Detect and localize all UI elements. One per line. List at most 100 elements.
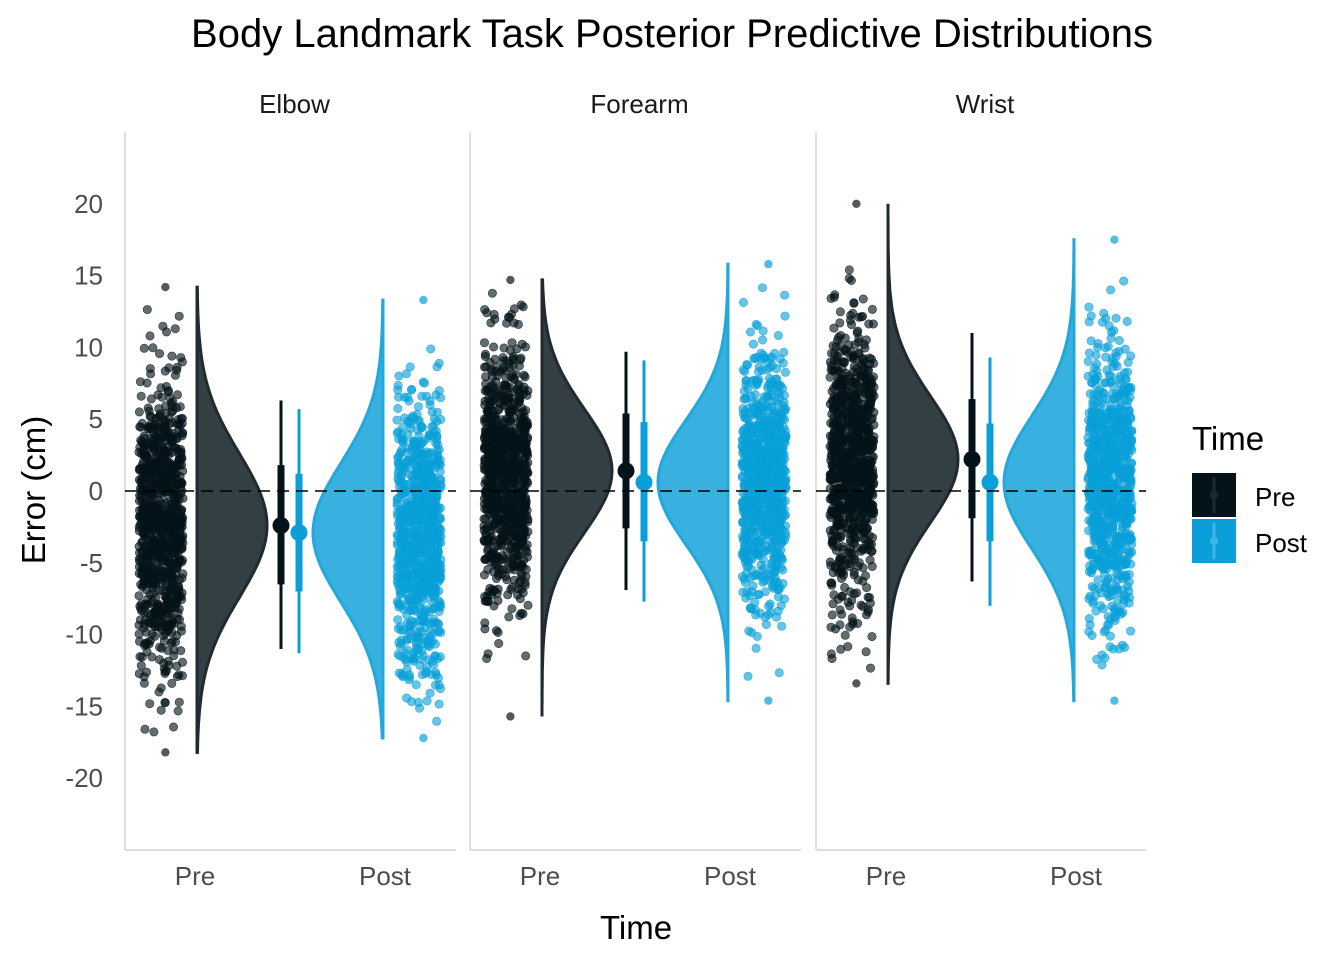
- y-tick-label: -15: [65, 691, 103, 721]
- data-point: [175, 402, 185, 412]
- data-point: [867, 632, 877, 642]
- x-tick-label: Post: [359, 861, 412, 891]
- data-point: [395, 516, 405, 526]
- data-point: [164, 660, 174, 670]
- data-point: [509, 548, 519, 558]
- data-point: [869, 509, 879, 519]
- data-point: [422, 464, 432, 474]
- data-point: [174, 311, 184, 321]
- data-point: [864, 538, 874, 548]
- data-point: [778, 432, 788, 442]
- data-point: [134, 591, 144, 601]
- data-point: [493, 627, 503, 637]
- data-point: [160, 366, 170, 376]
- data-point: [152, 442, 162, 452]
- data-point: [836, 565, 846, 575]
- data-point: [481, 372, 491, 382]
- data-point: [423, 455, 433, 465]
- data-point: [853, 479, 863, 489]
- chart-title: Body Landmark Task Posterior Predictive …: [191, 12, 1153, 56]
- data-point: [520, 499, 530, 509]
- data-point: [780, 367, 790, 377]
- data-point: [862, 386, 872, 396]
- data-point: [484, 587, 494, 597]
- data-point: [843, 597, 853, 607]
- data-point: [755, 537, 765, 547]
- data-point: [519, 454, 529, 464]
- data-point: [744, 468, 754, 478]
- data-point: [740, 557, 750, 567]
- data-point: [765, 491, 775, 501]
- series-post: [981, 235, 1137, 705]
- data-point: [846, 320, 856, 330]
- data-point: [827, 386, 837, 396]
- data-point: [146, 424, 156, 434]
- data-point: [853, 404, 863, 414]
- data-point: [509, 304, 519, 314]
- data-point: [134, 669, 144, 679]
- data-point: [833, 496, 843, 506]
- data-point: [480, 417, 490, 427]
- data-point: [858, 294, 868, 304]
- data-point: [833, 533, 843, 543]
- data-point: [165, 558, 175, 568]
- data-point: [160, 620, 170, 630]
- data-point: [778, 565, 788, 575]
- density-half-violin: [886, 203, 960, 685]
- data-point: [172, 365, 182, 375]
- data-point: [145, 542, 155, 552]
- data-point: [521, 651, 531, 661]
- data-point: [507, 338, 517, 348]
- data-point: [411, 643, 421, 653]
- x-tick-label: Pre: [175, 861, 215, 891]
- data-point: [137, 418, 147, 428]
- data-point: [857, 497, 867, 507]
- data-point: [392, 567, 402, 577]
- median-point: [963, 450, 981, 468]
- data-point: [522, 467, 532, 477]
- data-point: [835, 605, 845, 615]
- data-point: [509, 318, 519, 328]
- data-point: [865, 663, 875, 673]
- data-point: [161, 748, 170, 757]
- x-tick-label: Post: [704, 861, 757, 891]
- data-point: [486, 389, 496, 399]
- data-point: [520, 342, 530, 352]
- data-point: [482, 653, 492, 663]
- data-point: [505, 362, 515, 372]
- data-point: [515, 611, 525, 621]
- y-tick-label: -10: [65, 620, 103, 650]
- data-point: [506, 275, 515, 285]
- data-point: [838, 383, 848, 393]
- data-point: [523, 478, 533, 488]
- data-point: [757, 565, 767, 575]
- data-point: [741, 380, 751, 390]
- data-point: [868, 319, 878, 329]
- data-point: [491, 377, 501, 387]
- data-point: [396, 447, 406, 457]
- data-point: [483, 437, 493, 447]
- data-point: [493, 596, 503, 606]
- data-point: [508, 355, 518, 365]
- data-point: [176, 534, 186, 544]
- data-point: [754, 589, 764, 599]
- data-point: [135, 377, 145, 387]
- data-point: [758, 326, 768, 336]
- data-point: [160, 698, 170, 708]
- data-point: [404, 555, 414, 565]
- data-point: [156, 705, 166, 715]
- data-point: [178, 555, 188, 565]
- facet-strip-label: Forearm: [590, 89, 688, 119]
- data-point: [169, 651, 179, 661]
- data-point: [479, 570, 489, 580]
- data-point: [417, 627, 427, 637]
- y-tick-label: -5: [80, 548, 103, 578]
- data-point: [174, 670, 184, 680]
- data-point: [738, 297, 748, 307]
- data-point: [413, 402, 423, 412]
- data-point: [504, 612, 514, 622]
- data-point: [154, 503, 164, 513]
- data-point: [767, 361, 777, 371]
